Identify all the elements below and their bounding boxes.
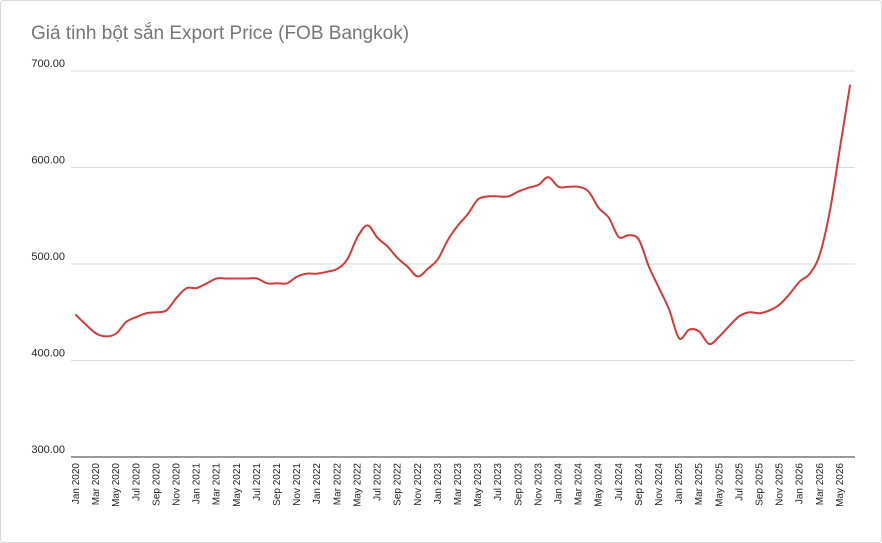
- x-tick-label: Mar 2023: [453, 463, 464, 506]
- y-tick-label: 600.00: [31, 155, 65, 167]
- x-tick-label: Jul 2020: [131, 463, 142, 501]
- x-tick-label: Jan 2020: [71, 463, 82, 505]
- x-tick-label: Mar 2020: [91, 463, 102, 506]
- x-tick-label: Sep 2022: [393, 463, 404, 506]
- x-tick-label: May 2022: [352, 463, 363, 507]
- y-tick-label: 500.00: [31, 251, 65, 263]
- x-tick-label: Sep 2025: [755, 463, 766, 506]
- x-tick-label: May 2024: [594, 463, 605, 507]
- x-tick-label: Sep 2021: [272, 463, 283, 506]
- x-tick-label: Jan 2025: [674, 463, 685, 505]
- x-tick-label: Jan 2022: [312, 463, 323, 505]
- x-tick-label: Jul 2023: [493, 463, 504, 501]
- series-layer: [75, 84, 851, 346]
- gridlines: [71, 70, 855, 458]
- x-axis: Jan 2020 Mar 2020 May 2020 Jul 2020 Sep 2020…: [71, 463, 846, 507]
- x-tick-label: Sep 2020: [151, 463, 162, 506]
- x-tick-label: Nov 2020: [172, 463, 183, 506]
- x-tick-label: Mar 2021: [212, 463, 223, 506]
- chart-title: Giá tinh bột sắn Export Price (FOB Bangk…: [31, 23, 410, 44]
- x-tick-label: Jul 2025: [734, 463, 745, 501]
- series-line: [75, 84, 851, 346]
- y-tick-label: 700.00: [31, 58, 65, 70]
- x-tick-label: Nov 2022: [413, 463, 424, 506]
- x-tick-label: Jan 2021: [192, 463, 203, 505]
- y-tick-label: 300.00: [31, 444, 65, 456]
- x-tick-label: Jul 2024: [614, 463, 625, 501]
- x-tick-label: Nov 2025: [775, 463, 786, 506]
- x-tick-label: Jan 2024: [553, 463, 564, 505]
- y-axis: 300.00 400.00 500.00 600.00 700.00: [31, 58, 65, 456]
- x-tick-label: Nov 2023: [533, 463, 544, 506]
- x-tick-label: May 2025: [714, 463, 725, 507]
- x-tick-label: Sep 2023: [513, 463, 524, 506]
- x-tick-label: Mar 2022: [332, 463, 343, 506]
- x-tick-label: Mar 2025: [694, 463, 705, 506]
- y-tick-label: 400.00: [31, 348, 65, 360]
- x-tick-label: Mar 2026: [815, 463, 826, 506]
- x-tick-label: Jan 2026: [795, 463, 806, 505]
- x-tick-label: May 2026: [835, 463, 846, 507]
- x-tick-label: Nov 2021: [292, 463, 303, 506]
- x-tick-label: May 2023: [473, 463, 484, 507]
- x-tick-label: Jan 2023: [433, 463, 444, 505]
- x-tick-label: Mar 2024: [574, 463, 585, 506]
- x-tick-label: Jul 2022: [373, 463, 384, 501]
- x-tick-label: May 2020: [111, 463, 122, 507]
- x-tick-label: Sep 2024: [634, 463, 645, 506]
- x-tick-label: Jul 2021: [252, 463, 263, 501]
- x-tick-label: Nov 2024: [654, 463, 665, 506]
- x-tick-label: May 2021: [232, 463, 243, 507]
